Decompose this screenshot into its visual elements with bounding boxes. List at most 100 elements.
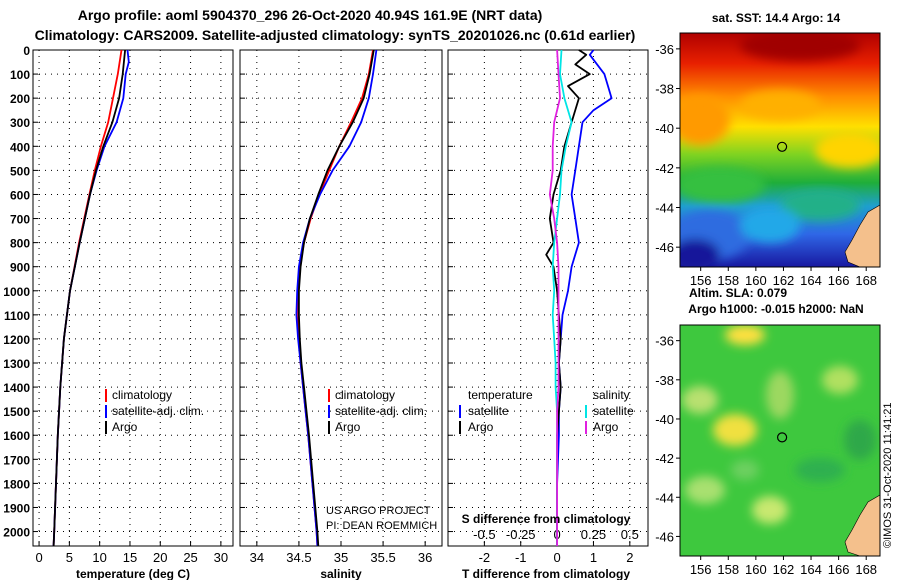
lat-tick-label: -36 [655,334,674,349]
y-tick-label: 1200 [3,333,30,347]
sla-map-title: Altim. SLA: 0.079 [689,286,787,300]
figure-title-line2: Climatology: CARS2009. Satellite-adjuste… [35,27,636,43]
sla-patch [731,460,759,480]
sst-patch [680,239,720,267]
legend-label-satellite: satellite-adj. clim. [112,404,204,418]
difference-panel: -2 -1 0 1 2 -0.5 -0.25 0 0.25 0.5 T difference f… [447,49,649,580]
lat-tick-label: -38 [655,373,674,388]
s-diff-tick-label: 0.25 [581,527,606,542]
s-diff-tick-label: 0.5 [621,527,639,542]
sst-map: sat. SST: 14.4 Argo: 14 156 158 160 162 164 1… [655,11,881,288]
y-tick-label: 1400 [3,381,30,395]
lon-tick-label: 168 [855,273,877,288]
x-tick-label: 15 [123,550,137,565]
lon-tick-label: 164 [800,273,822,288]
y-tick-label: 700 [10,213,30,227]
lat-tick-label: -40 [655,121,674,136]
sst-map-title: sat. SST: 14.4 Argo: 14 [712,11,841,25]
temperature-series [52,49,130,547]
temperature-panel: 0100200300400500600700800900100011001200… [3,44,234,580]
sst-patch [740,90,820,120]
temperature-grid [33,49,233,546]
lon-tick-label: 158 [717,562,739,577]
sst-patch [740,33,860,61]
lat-tick-label: -46 [655,240,674,255]
sst-patch [780,189,860,221]
sla-lon-tick-labels: 156 158 160 162 164 166 168 [690,556,877,577]
salinity-grid [240,49,442,546]
series-line-temperature-argo [545,49,591,546]
lat-tick-label: -38 [655,82,674,97]
credit-project: US ARGO PROJECT [326,505,431,517]
sla-patch [682,386,718,414]
sla-patch [713,414,757,446]
x-tick-label: 36 [418,550,432,565]
y-tick-label: 300 [10,116,30,130]
lat-tick-label: -44 [655,490,674,505]
x-tick-label: 34 [250,550,264,565]
y-tick-label: 800 [10,237,30,251]
difference-grid [448,49,648,546]
y-tick-label: 100 [10,68,30,82]
y-tick-label: 1900 [3,501,30,515]
sst-lat-tick-labels: -36 -38 -40 -42 -44 -46 [655,42,680,255]
sla-map-subtitle: Argo h1000: -0.015 h2000: NaN [688,302,863,316]
temperature-tick-labels: 0 5 10 15 20 25 30 [35,550,228,565]
sla-map: Altim. SLA: 0.079 Argo h1000: -0.015 h20… [655,286,881,577]
y-tick-label: 1300 [3,357,30,371]
t-difference-xlabel: T difference from climatology [462,567,630,580]
x-tick-label: 30 [214,550,228,565]
y-tick-label: 600 [10,188,30,202]
y-tick-label: 1500 [3,405,30,419]
sla-patch [844,420,876,460]
y-tick-label: 0 [23,44,30,58]
sst-lon-tick-labels: 156 158 160 162 164 166 168 [690,267,877,288]
sla-patch [752,496,788,524]
sst-patch [680,167,765,203]
y-tick-label: 2000 [3,526,30,540]
t-difference-tick-labels: -2 -1 0 1 2 [479,550,634,565]
y-tick-label: 200 [10,92,30,106]
series-line-salinity-argo [548,49,561,546]
legend-label-climatology: climatology [335,388,395,402]
sst-patch [815,132,880,168]
y-tick-label: 1600 [3,429,30,443]
sst-patches [680,33,880,267]
legend-label-t-argo: Argo [468,420,494,434]
lat-tick-label: -42 [655,451,674,466]
sla-patch [822,366,858,394]
temperature-xlabel: temperature (deg C) [76,567,190,580]
lat-tick-label: -42 [655,161,674,176]
figure-title-line1: Argo profile: aoml 5904370_296 26-Oct-20… [78,7,543,23]
x-tick-label: 10 [92,550,106,565]
s-diff-tick-label: -0.5 [473,527,495,542]
lon-tick-label: 166 [828,562,850,577]
temperature-legend: climatology satellite-adj. clim. Argo [105,388,204,434]
lat-tick-label: -46 [655,529,674,544]
y-tick-label: 1800 [3,477,30,491]
salinity-tick-labels: 34 34.5 35 35.5 36 [250,550,433,565]
y-tick-label: 1700 [3,453,30,467]
legend-label-s-argo: Argo [593,420,619,434]
x-tick-label: 2 [626,550,633,565]
sla-field [680,325,880,556]
x-tick-label: 35.5 [370,550,395,565]
x-tick-label: -2 [479,550,491,565]
legend-label-satellite: satellite-adj. clim. [335,404,427,418]
y-tick-label: 500 [10,164,30,178]
y-tick-label: 1100 [4,309,30,323]
legend-label-argo: Argo [335,420,361,434]
x-tick-label: 5 [66,550,73,565]
x-tick-label: 25 [183,550,197,565]
legend-title-temperature: temperature [468,388,533,402]
sla-patch [725,325,765,345]
y-tick-label: 1000 [3,285,30,299]
s-diff-tick-label: -0.25 [506,527,536,542]
sst-patch [680,95,730,145]
sla-patch [766,371,794,419]
s-difference-xlabel: S difference from climatology [462,512,631,526]
salinity-plot-frame [239,49,443,547]
lon-tick-label: 156 [690,562,712,577]
legend-title-salinity: salinity [593,388,630,402]
